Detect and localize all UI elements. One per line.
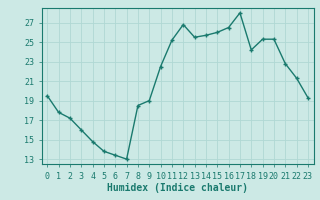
X-axis label: Humidex (Indice chaleur): Humidex (Indice chaleur) — [107, 183, 248, 193]
